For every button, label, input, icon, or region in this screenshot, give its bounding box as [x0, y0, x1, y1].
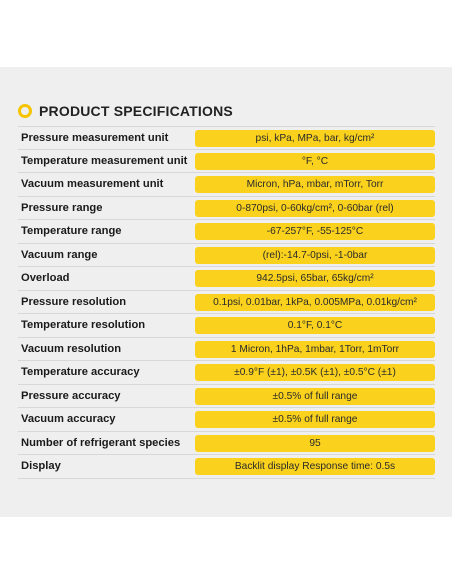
spec-label: Vacuum range [21, 248, 98, 261]
spec-value: psi, kPa, MPa, bar, kg/cm² [195, 130, 435, 147]
spec-label: Pressure resolution [21, 295, 127, 308]
spec-row: Overload 942.5psi, 65bar, 65kg/cm² [18, 267, 435, 291]
spec-row: Temperature measurement unit °F, °C [18, 150, 435, 173]
spec-value: 1 Micron, 1hPa, 1mbar, 1Torr, 1mTorr [195, 340, 435, 358]
ring-icon [18, 104, 32, 118]
spec-label: Pressure range [21, 201, 103, 214]
spec-value: ±0.5% of full range [195, 411, 435, 428]
spec-row: Vacuum measurement unit Micron, hPa, mba… [18, 173, 435, 197]
spec-value: 0-870psi, 0-60kg/cm², 0-60bar (rel) [195, 199, 435, 217]
spec-table: Pressure measurement unit psi, kPa, MPa,… [18, 126, 435, 479]
spec-value: °F, °C [195, 152, 435, 170]
spec-label: Vacuum measurement unit [21, 178, 164, 190]
spec-label: Pressure measurement unit [21, 132, 169, 144]
spec-row: Pressure range 0-870psi, 0-60kg/cm², 0-6… [18, 197, 435, 220]
spec-value: ±0.5% of full range [195, 387, 435, 405]
spec-label: Temperature measurement unit [21, 154, 188, 167]
spec-row: Pressure resolution 0.1psi, 0.01bar, 1kP… [18, 291, 435, 314]
spec-row: Vacuum accuracy ±0.5% of full range [18, 408, 435, 432]
spec-value: 95 [195, 434, 435, 452]
spec-row: Temperature accuracy ±0.9°F (±1), ±0.5K … [18, 361, 435, 385]
spec-label: Overload [21, 272, 70, 284]
spec-label: Pressure accuracy [21, 389, 121, 402]
page-title: PRODUCT SPECIFICATIONS [39, 103, 233, 119]
spec-row: Number of refrigerant species 95 [18, 432, 435, 455]
spec-value: Micron, hPa, mbar, mTorr, Torr [195, 176, 435, 193]
spec-row: Pressure accuracy ±0.5% of full range [18, 385, 435, 408]
spec-panel: PRODUCT SPECIFICATIONS Pressure measurem… [0, 67, 452, 517]
spec-value: (rel):-14.7-0psi, -1-0bar [195, 246, 435, 264]
spec-label: Temperature resolution [21, 319, 146, 331]
spec-value: -67-257°F, -55-125°C [195, 223, 435, 240]
spec-label: Vacuum accuracy [21, 413, 116, 425]
spec-label: Display [21, 460, 61, 472]
spec-row: Temperature resolution 0.1°F, 0.1°C [18, 314, 435, 338]
spec-value: 0.1°F, 0.1°C [195, 317, 435, 334]
section-heading: PRODUCT SPECIFICATIONS [18, 103, 233, 119]
spec-value: Backlit display Response time: 0.5s [195, 458, 435, 475]
spec-row: Display Backlit display Response time: 0… [18, 455, 435, 479]
spec-label: Number of refrigerant species [21, 436, 181, 449]
spec-label: Temperature accuracy [21, 366, 140, 378]
spec-row: Temperature range -67-257°F, -55-125°C [18, 220, 435, 244]
spec-row: Vacuum range (rel):-14.7-0psi, -1-0bar [18, 244, 435, 267]
spec-label: Vacuum resolution [21, 342, 122, 355]
spec-value: ±0.9°F (±1), ±0.5K (±1), ±0.5°C (±1) [195, 364, 435, 381]
spec-row: Vacuum resolution 1 Micron, 1hPa, 1mbar,… [18, 338, 435, 361]
spec-label: Temperature range [21, 225, 122, 237]
spec-value: 942.5psi, 65bar, 65kg/cm² [195, 270, 435, 287]
spec-row: Pressure measurement unit psi, kPa, MPa,… [18, 126, 435, 150]
spec-value: 0.1psi, 0.01bar, 1kPa, 0.005MPa, 0.01kg/… [195, 293, 435, 311]
